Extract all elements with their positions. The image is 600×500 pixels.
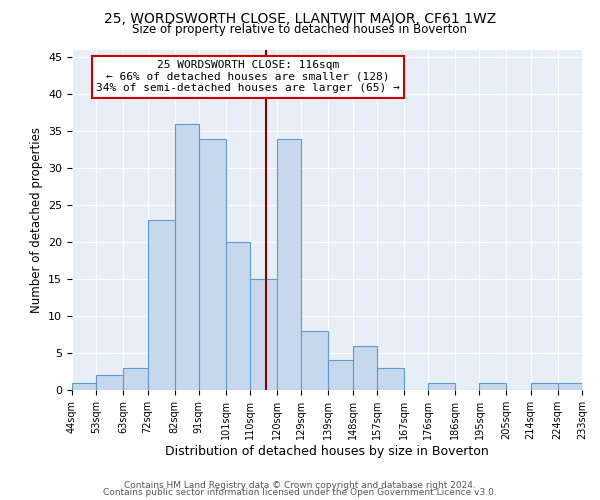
Bar bbox=[328, 360, 353, 390]
Text: 25 WORDSWORTH CLOSE: 116sqm
← 66% of detached houses are smaller (128)
34% of se: 25 WORDSWORTH CLOSE: 116sqm ← 66% of det… bbox=[96, 60, 400, 94]
Bar bbox=[428, 382, 455, 390]
X-axis label: Distribution of detached houses by size in Boverton: Distribution of detached houses by size … bbox=[165, 444, 489, 458]
Bar bbox=[175, 124, 199, 390]
Text: Contains HM Land Registry data © Crown copyright and database right 2024.: Contains HM Land Registry data © Crown c… bbox=[124, 480, 476, 490]
Bar bbox=[72, 382, 96, 390]
Bar bbox=[377, 368, 404, 390]
Bar bbox=[531, 382, 558, 390]
Bar bbox=[123, 368, 148, 390]
Text: Size of property relative to detached houses in Boverton: Size of property relative to detached ho… bbox=[133, 22, 467, 36]
Text: 25, WORDSWORTH CLOSE, LLANTWIT MAJOR, CF61 1WZ: 25, WORDSWORTH CLOSE, LLANTWIT MAJOR, CF… bbox=[104, 12, 496, 26]
Bar bbox=[96, 375, 123, 390]
Y-axis label: Number of detached properties: Number of detached properties bbox=[29, 127, 43, 313]
Bar bbox=[558, 382, 582, 390]
Bar bbox=[250, 279, 277, 390]
Bar bbox=[199, 138, 226, 390]
Bar bbox=[148, 220, 175, 390]
Text: Contains public sector information licensed under the Open Government Licence v3: Contains public sector information licen… bbox=[103, 488, 497, 497]
Bar bbox=[479, 382, 506, 390]
Bar bbox=[226, 242, 250, 390]
Bar bbox=[353, 346, 377, 390]
Bar bbox=[301, 331, 328, 390]
Bar bbox=[277, 138, 301, 390]
